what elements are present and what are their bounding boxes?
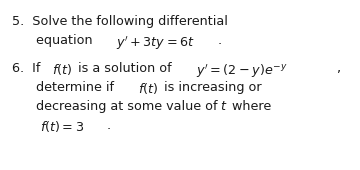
Text: decreasing at some value of: decreasing at some value of (12, 100, 221, 113)
Text: ,: , (336, 62, 340, 75)
Text: equation: equation (12, 34, 96, 47)
Text: determine if: determine if (12, 81, 118, 94)
Text: .: . (107, 119, 111, 132)
Text: .: . (218, 34, 222, 47)
Text: where: where (228, 100, 271, 113)
Text: $f(t)$: $f(t)$ (52, 62, 72, 77)
Text: $f(t)$: $f(t)$ (138, 81, 158, 96)
Text: is increasing or: is increasing or (160, 81, 262, 94)
Text: $t$: $t$ (220, 100, 228, 113)
Text: $y' + 3ty = 6t$: $y' + 3ty = 6t$ (116, 34, 195, 52)
Text: 6.  If: 6. If (12, 62, 44, 75)
Text: $y' = (2 - y)e^{-y}$: $y' = (2 - y)e^{-y}$ (196, 62, 287, 80)
Text: $f(t) = 3$: $f(t) = 3$ (40, 119, 84, 134)
Text: 5.  Solve the following differential: 5. Solve the following differential (12, 15, 228, 28)
Text: is a solution of: is a solution of (74, 62, 176, 75)
